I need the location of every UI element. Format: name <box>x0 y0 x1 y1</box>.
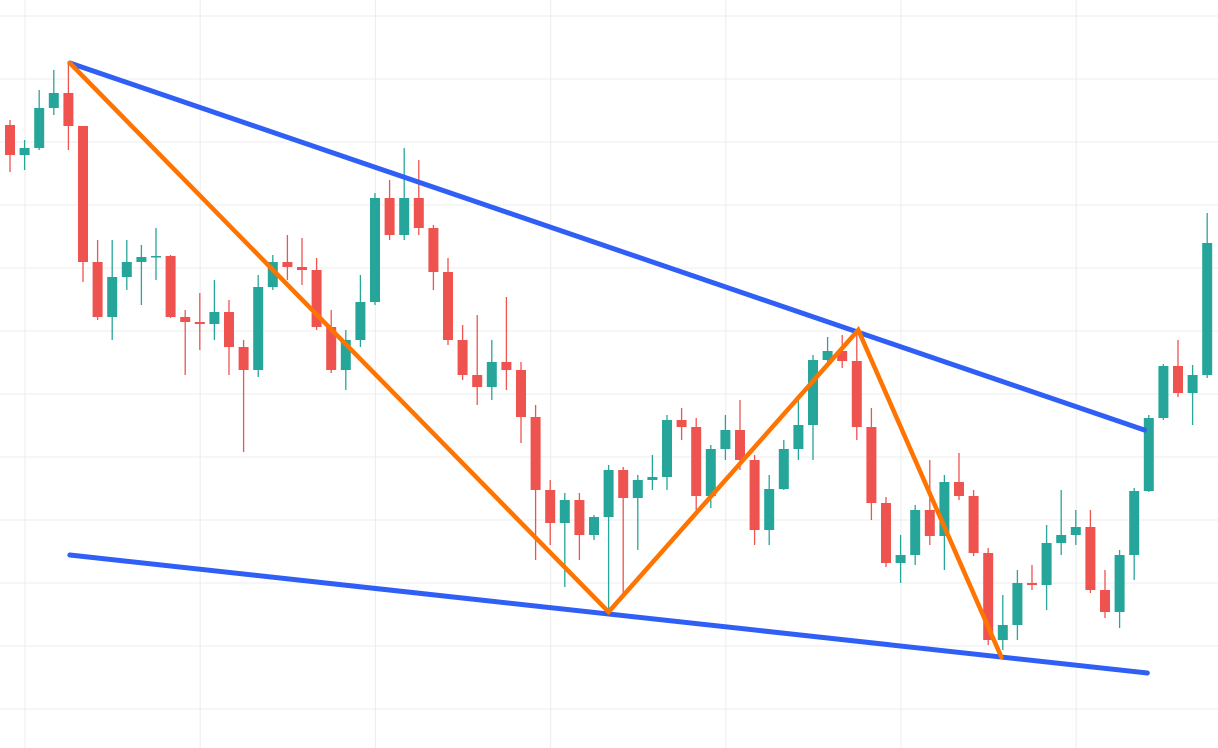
candle-body <box>48 93 59 108</box>
candle-body <box>1085 527 1096 590</box>
candle-body <box>953 482 964 496</box>
candle-body <box>1026 583 1037 585</box>
candle-body <box>603 470 614 517</box>
candle-body <box>866 427 877 503</box>
candle-body <box>501 362 512 370</box>
candle-body <box>267 262 278 287</box>
candle-body <box>311 270 322 327</box>
candle-body <box>1056 535 1067 543</box>
candle-body <box>428 228 439 272</box>
candle-body <box>1158 366 1169 418</box>
candle-body <box>209 312 220 324</box>
candle-body <box>734 430 745 460</box>
candle-body <box>1187 375 1198 393</box>
candle-body <box>355 302 366 340</box>
candle-body <box>253 287 264 370</box>
candle-body <box>837 351 848 361</box>
candle-body <box>515 370 526 417</box>
candle-body <box>151 256 162 258</box>
candle-body <box>369 198 380 302</box>
candle-body <box>880 503 891 563</box>
candle-body <box>92 262 103 317</box>
candle-body <box>691 427 702 496</box>
candle-body <box>851 361 862 427</box>
candle-body <box>19 148 30 155</box>
candle-body <box>5 125 16 155</box>
candle-body <box>793 425 804 449</box>
candle-body <box>78 126 89 262</box>
candle-body <box>749 460 760 530</box>
candle-body <box>224 312 235 347</box>
candle-body <box>1012 583 1023 625</box>
candle-body <box>1041 543 1052 585</box>
candle-body <box>34 108 45 148</box>
candle-body <box>1143 418 1154 491</box>
candle-body <box>778 449 789 489</box>
candle-body <box>340 340 351 370</box>
candle-body <box>661 420 672 477</box>
candle-body <box>705 449 716 496</box>
trend-line <box>67 60 1147 433</box>
candle-body <box>486 362 497 387</box>
candle-body <box>807 360 818 425</box>
candle-body <box>413 198 424 228</box>
candle-body <box>442 272 453 340</box>
candle-body <box>180 317 191 322</box>
candle-body <box>165 256 176 317</box>
candle-body <box>1114 555 1125 612</box>
candle-body <box>574 500 585 535</box>
candle-body <box>1099 590 1110 612</box>
candle-body <box>924 510 935 536</box>
candle-body <box>939 482 950 536</box>
candle-body <box>238 347 249 370</box>
candle-body <box>384 198 395 235</box>
candle-body <box>588 517 599 535</box>
candle-body <box>530 417 541 490</box>
candle-body <box>618 470 629 498</box>
candle-body <box>632 480 643 498</box>
candle-body <box>559 500 570 523</box>
candle-body <box>1129 491 1140 555</box>
candle-body <box>326 327 337 370</box>
candle-body <box>1070 527 1081 535</box>
candle-body <box>63 93 74 126</box>
candle-body <box>764 489 775 530</box>
candle-body <box>545 490 556 523</box>
trend-line <box>67 60 1004 660</box>
candle-body <box>107 277 118 317</box>
candle-body <box>968 496 979 553</box>
candle-body <box>910 510 921 555</box>
candle-body <box>895 555 906 563</box>
candle-body <box>121 262 132 277</box>
candle-body <box>676 420 687 427</box>
candle-body <box>997 625 1008 640</box>
candle-body <box>1202 243 1213 375</box>
candle-body <box>282 262 293 267</box>
candle-body <box>136 257 147 262</box>
candle-body <box>472 375 483 387</box>
candle-body <box>822 351 833 360</box>
candle-body <box>720 430 731 449</box>
candle-body <box>296 267 307 270</box>
candle-body <box>399 198 410 235</box>
candle-body <box>194 322 205 324</box>
candle-body <box>647 477 658 480</box>
candle-body <box>983 553 994 640</box>
candle-body <box>1172 366 1183 393</box>
candle-body <box>457 340 468 375</box>
